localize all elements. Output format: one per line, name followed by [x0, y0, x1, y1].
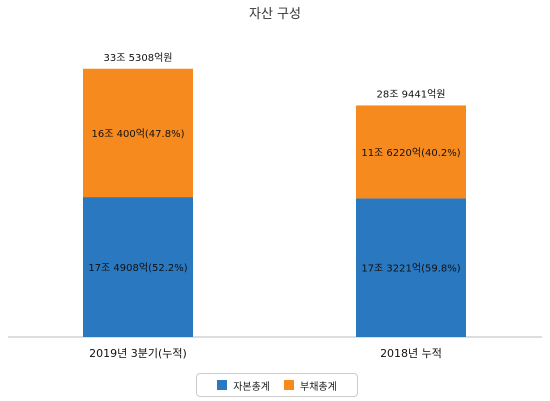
legend-item-equity[interactable]: 자본총계	[217, 378, 270, 393]
category-label-1: 2018년 누적	[380, 347, 442, 360]
legend-label-equity: 자본총계	[233, 381, 270, 393]
data-label-equity-0: 17조 4908억(52.2%)	[88, 262, 187, 274]
legend-swatch-liabilities	[284, 380, 294, 390]
bar-segment-equity-0[interactable]	[83, 197, 193, 337]
legend: 자본총계 부채총계	[196, 373, 358, 397]
total-label-0: 33조 5308억원	[104, 52, 173, 64]
data-label-liabilities-1: 11조 6220억(40.2%)	[361, 147, 460, 159]
bar-segment-liabilities-1[interactable]	[356, 105, 466, 199]
data-label-equity-1: 17조 3221억(59.8%)	[361, 263, 460, 275]
legend-swatch-equity	[217, 380, 228, 390]
data-label-liabilities-0: 16조 400억(47.8%)	[92, 128, 185, 140]
bar-segment-liabilities-0[interactable]	[83, 68, 193, 198]
legend-label-liabilities: 부채총계	[300, 381, 337, 393]
bars-group: 17조 4908억(52.2%) 16조 400억(47.8%) 33조 5308억…	[83, 52, 466, 360]
category-label-0: 2019년 3분기(누적)	[89, 347, 187, 360]
bar-segment-equity-1[interactable]	[356, 198, 466, 337]
chart-title: 자산 구성	[249, 7, 301, 22]
legend-item-liabilities[interactable]: 부채총계	[284, 378, 337, 393]
total-label-1: 28조 9441억원	[377, 88, 446, 100]
